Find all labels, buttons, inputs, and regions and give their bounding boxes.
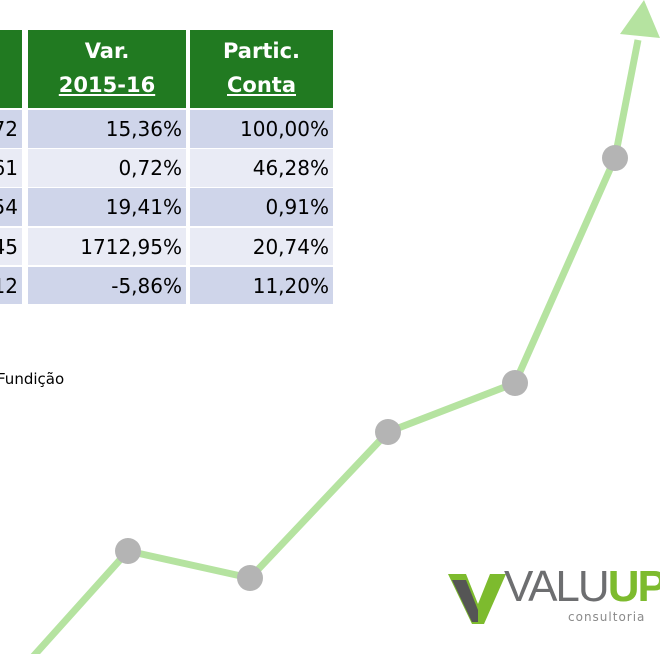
header-text: Var.	[28, 34, 186, 68]
logo-gray: VALU	[504, 562, 608, 611]
logo-green: UP	[608, 562, 660, 611]
table-cell: 46,28%	[190, 149, 333, 187]
table-cell: 1712,95%	[28, 228, 186, 266]
table-cell: 54	[0, 188, 22, 226]
table-cell: 0,91%	[190, 188, 333, 226]
logo-tagline: consultoria	[568, 610, 645, 624]
table-cell: 19,41%	[28, 188, 186, 226]
table-cell: -5,86%	[28, 267, 186, 305]
table-cell: 20,74%	[190, 228, 333, 266]
table-cell: 12	[0, 267, 22, 305]
header-text: Conta	[190, 68, 333, 102]
header-cell: Partic.Conta	[190, 30, 333, 108]
note: Fundição	[0, 370, 64, 388]
table-cell: 15,36%	[28, 110, 186, 148]
slide: Var.2015-16Partic.Conta 7215,36%100,00% 61…	[0, 0, 660, 654]
header-text: Partic.	[190, 34, 333, 68]
header-cell: Var.2015-16	[28, 30, 186, 108]
table-cell: 45	[0, 228, 22, 266]
logo-word: VALUUP	[504, 562, 660, 612]
header-cell	[0, 30, 22, 108]
table-cell: 72	[0, 110, 22, 148]
logo: VALUUP consultoria	[440, 560, 660, 630]
table-cell: 61	[0, 149, 22, 187]
table-cell: 0,72%	[28, 149, 186, 187]
table-cell: 100,00%	[190, 110, 333, 148]
arrow-head	[620, 0, 660, 38]
header-text: 2015-16	[28, 68, 186, 102]
table-cell: 11,20%	[190, 267, 333, 305]
